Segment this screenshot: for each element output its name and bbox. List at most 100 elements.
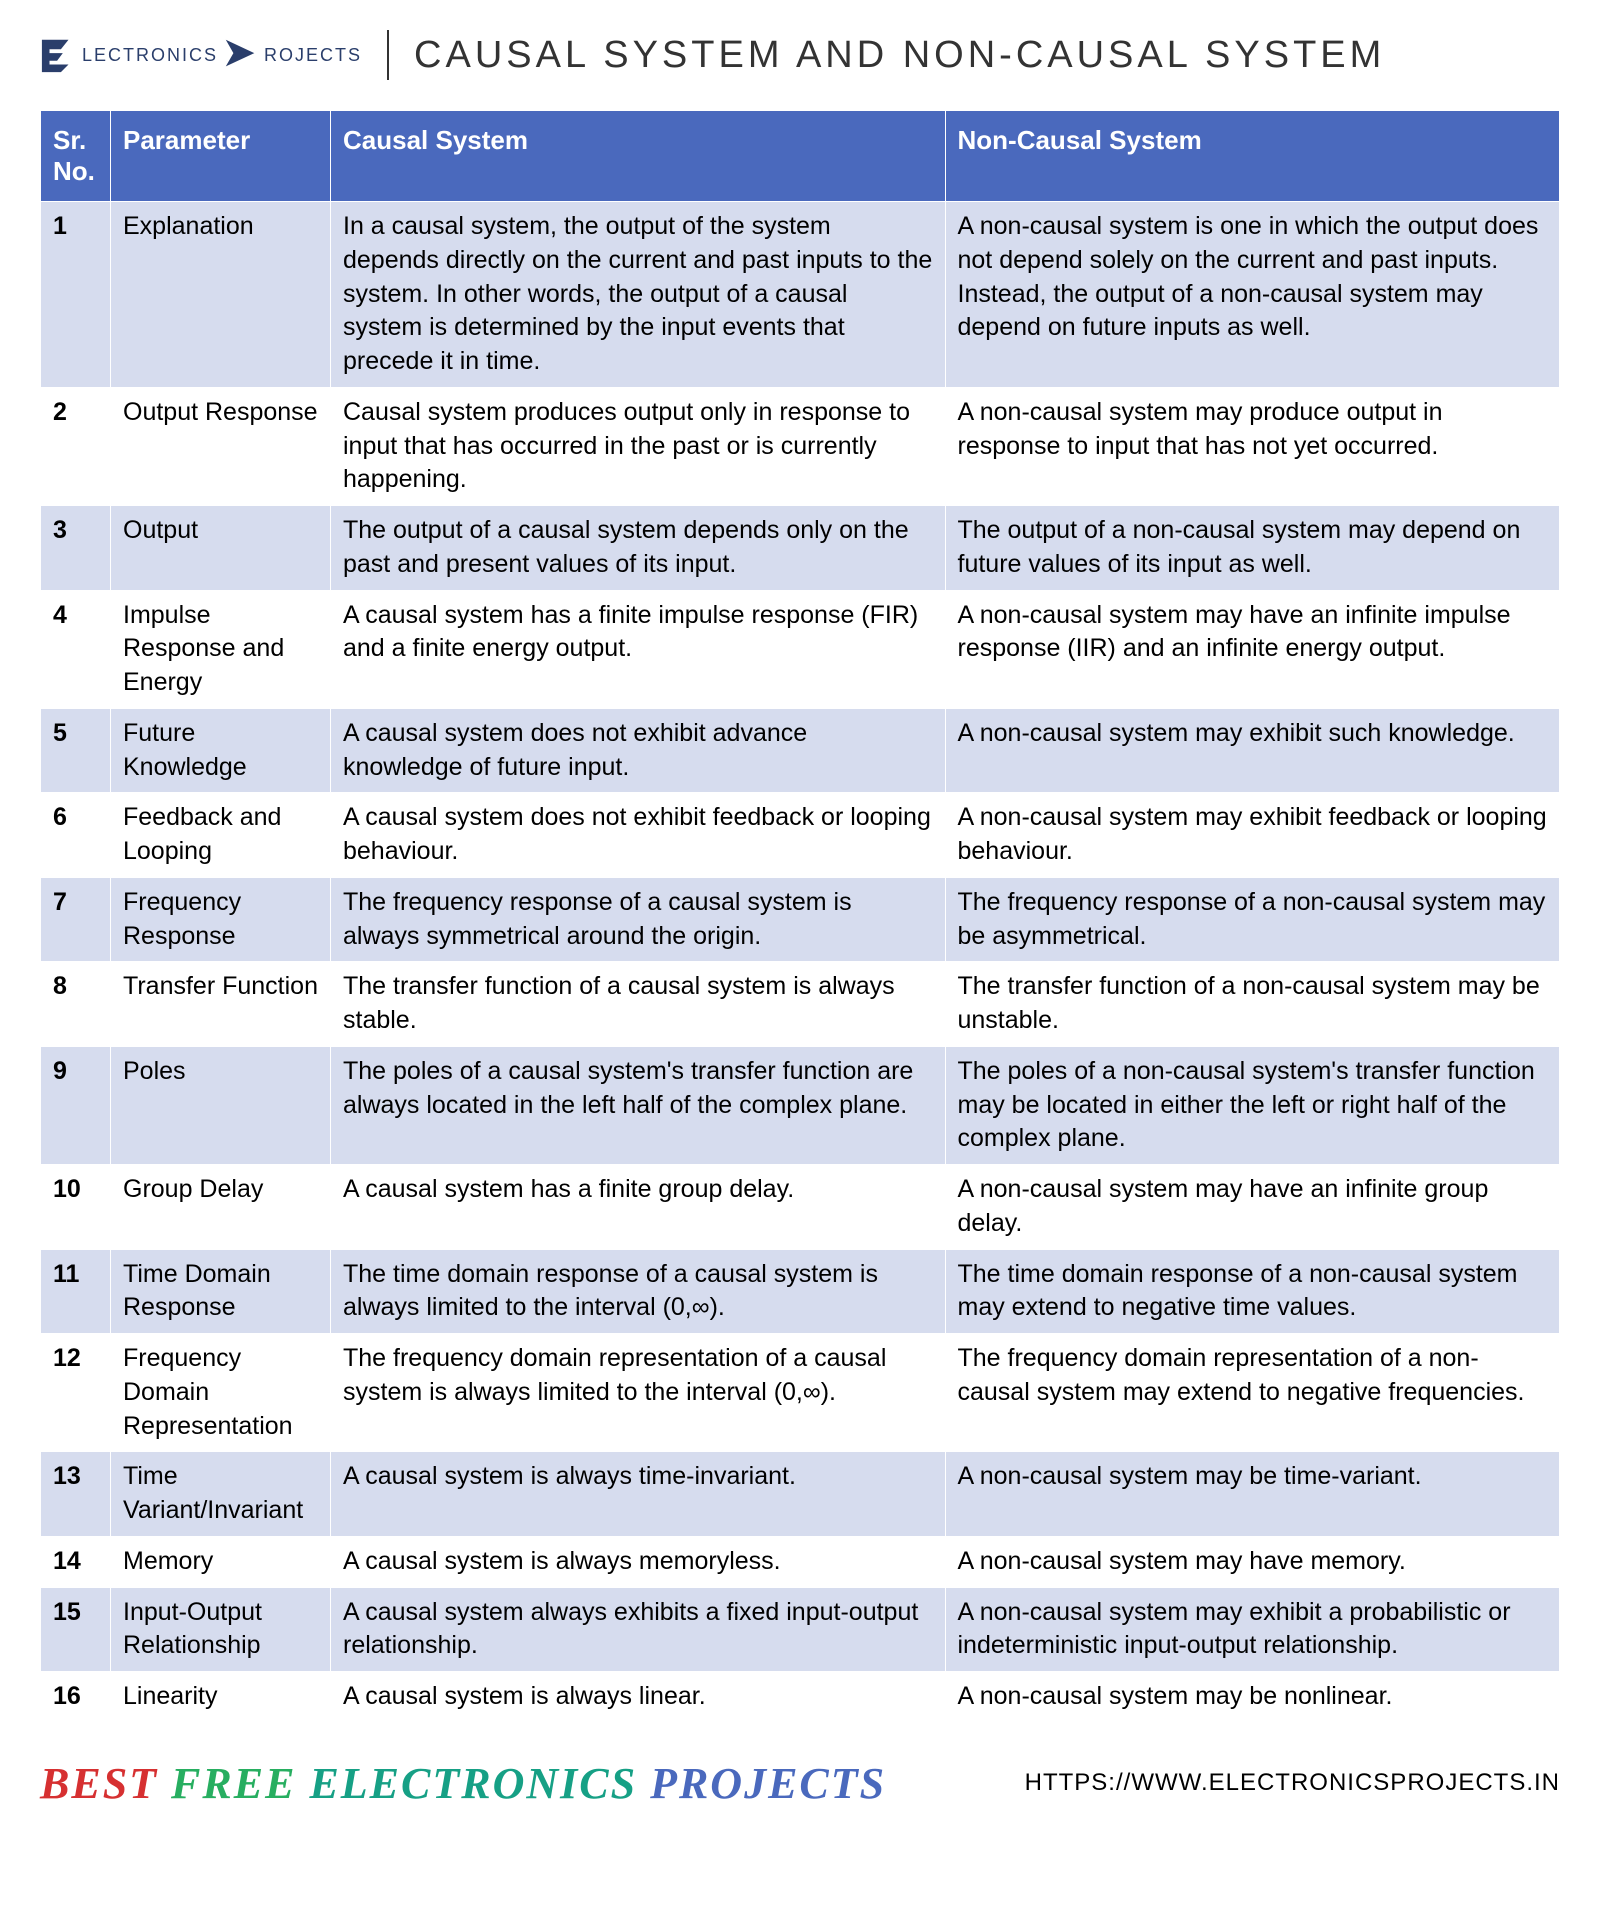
col-header-parameter: Parameter — [111, 111, 331, 202]
cell-causal: A causal system is always time-invariant… — [331, 1452, 946, 1537]
cell-parameter: Impulse Response and Energy — [111, 590, 331, 708]
cell-parameter: Linearity — [111, 1672, 331, 1723]
cell-noncausal: The poles of a non-causal system's trans… — [945, 1046, 1560, 1164]
table-row: 15Input-Output RelationshipA causal syst… — [41, 1587, 1560, 1672]
table-row: 4Impulse Response and EnergyA causal sys… — [41, 590, 1560, 708]
cell-sr: 8 — [41, 962, 111, 1047]
cell-sr: 16 — [41, 1672, 111, 1723]
cell-noncausal: The frequency response of a non-causal s… — [945, 877, 1560, 962]
table-row: 5Future KnowledgeA causal system does no… — [41, 708, 1560, 793]
tagline-word-4: PROJECTS — [650, 1759, 886, 1808]
cell-parameter: Frequency Domain Representation — [111, 1334, 331, 1452]
cell-noncausal: A non-causal system may be nonlinear. — [945, 1672, 1560, 1723]
cell-sr: 11 — [41, 1249, 111, 1334]
logo-e-icon — [40, 36, 78, 74]
cell-causal: The frequency response of a causal syste… — [331, 877, 946, 962]
cell-noncausal: A non-causal system may have an infinite… — [945, 1165, 1560, 1250]
cell-parameter: Time Domain Response — [111, 1249, 331, 1334]
table-header-row: Sr. No. Parameter Causal System Non-Caus… — [41, 111, 1560, 202]
cell-parameter: Group Delay — [111, 1165, 331, 1250]
table-row: 11Time Domain ResponseThe time domain re… — [41, 1249, 1560, 1334]
cell-noncausal: A non-causal system may be time-variant. — [945, 1452, 1560, 1537]
cell-noncausal: The time domain response of a non-causal… — [945, 1249, 1560, 1334]
page-title: CAUSAL SYSTEM AND NON-CAUSAL SYSTEM — [414, 34, 1385, 77]
cell-sr: 12 — [41, 1334, 111, 1452]
cell-parameter: Feedback and Looping — [111, 793, 331, 878]
logo-text-2: ROJECTS — [264, 45, 362, 66]
header-divider — [387, 30, 389, 80]
cell-causal: In a causal system, the output of the sy… — [331, 202, 946, 388]
logo-p-icon — [222, 36, 260, 74]
cell-sr: 3 — [41, 506, 111, 591]
cell-noncausal: A non-causal system may exhibit feedback… — [945, 793, 1560, 878]
cell-sr: 2 — [41, 387, 111, 505]
cell-parameter: Memory — [111, 1536, 331, 1587]
site-logo: LECTRONICS ROJECTS — [40, 36, 362, 74]
table-row: 12Frequency Domain RepresentationThe fre… — [41, 1334, 1560, 1452]
cell-causal: A causal system is always linear. — [331, 1672, 946, 1723]
tagline-word-3: ELECTRONICS — [309, 1759, 637, 1808]
cell-noncausal: A non-causal system may produce output i… — [945, 387, 1560, 505]
cell-noncausal: The output of a non-causal system may de… — [945, 506, 1560, 591]
cell-causal: A causal system does not exhibit advance… — [331, 708, 946, 793]
table-row: 8Transfer FunctionThe transfer function … — [41, 962, 1560, 1047]
cell-parameter: Poles — [111, 1046, 331, 1164]
cell-sr: 14 — [41, 1536, 111, 1587]
cell-sr: 15 — [41, 1587, 111, 1672]
table-row: 9PolesThe poles of a causal system's tra… — [41, 1046, 1560, 1164]
cell-parameter: Transfer Function — [111, 962, 331, 1047]
cell-causal: Causal system produces output only in re… — [331, 387, 946, 505]
cell-sr: 9 — [41, 1046, 111, 1164]
cell-noncausal: The frequency domain representation of a… — [945, 1334, 1560, 1452]
table-row: 1ExplanationIn a causal system, the outp… — [41, 202, 1560, 388]
cell-causal: The poles of a causal system's transfer … — [331, 1046, 946, 1164]
table-row: 10Group DelayA causal system has a finit… — [41, 1165, 1560, 1250]
col-header-noncausal: Non-Causal System — [945, 111, 1560, 202]
cell-noncausal: A non-causal system may exhibit a probab… — [945, 1587, 1560, 1672]
footer-tagline: BEST FREE ELECTRONICS PROJECTS — [40, 1758, 886, 1809]
cell-noncausal: A non-causal system may have an infinite… — [945, 590, 1560, 708]
table-body: 1ExplanationIn a causal system, the outp… — [41, 202, 1560, 1723]
tagline-word-2: FREE — [171, 1759, 296, 1808]
cell-causal: A causal system has a finite group delay… — [331, 1165, 946, 1250]
cell-sr: 1 — [41, 202, 111, 388]
table-row: 7Frequency ResponseThe frequency respons… — [41, 877, 1560, 962]
cell-causal: A causal system does not exhibit feedbac… — [331, 793, 946, 878]
table-row: 14MemoryA causal system is always memory… — [41, 1536, 1560, 1587]
page-footer: BEST FREE ELECTRONICS PROJECTS HTTPS://W… — [40, 1758, 1560, 1809]
cell-parameter: Input-Output Relationship — [111, 1587, 331, 1672]
cell-causal: A causal system has a finite impulse res… — [331, 590, 946, 708]
cell-noncausal: A non-causal system is one in which the … — [945, 202, 1560, 388]
cell-sr: 7 — [41, 877, 111, 962]
cell-sr: 6 — [41, 793, 111, 878]
table-row: 2Output ResponseCausal system produces o… — [41, 387, 1560, 505]
cell-sr: 5 — [41, 708, 111, 793]
page-header: LECTRONICS ROJECTS CAUSAL SYSTEM AND NON… — [40, 30, 1560, 80]
cell-causal: The time domain response of a causal sys… — [331, 1249, 946, 1334]
table-row: 3OutputThe output of a causal system dep… — [41, 506, 1560, 591]
table-row: 6Feedback and LoopingA causal system doe… — [41, 793, 1560, 878]
cell-noncausal: A non-causal system may have memory. — [945, 1536, 1560, 1587]
cell-parameter: Future Knowledge — [111, 708, 331, 793]
table-row: 13Time Variant/InvariantA causal system … — [41, 1452, 1560, 1537]
cell-causal: The frequency domain representation of a… — [331, 1334, 946, 1452]
comparison-table: Sr. No. Parameter Causal System Non-Caus… — [40, 110, 1560, 1723]
col-header-sr: Sr. No. — [41, 111, 111, 202]
cell-sr: 10 — [41, 1165, 111, 1250]
cell-causal: A causal system always exhibits a fixed … — [331, 1587, 946, 1672]
logo-text-1: LECTRONICS — [82, 45, 218, 66]
cell-parameter: Output — [111, 506, 331, 591]
footer-url: HTTPS://WWW.ELECTRONICSPROJECTS.IN — [1025, 1769, 1560, 1797]
col-header-causal: Causal System — [331, 111, 946, 202]
cell-parameter: Output Response — [111, 387, 331, 505]
cell-parameter: Frequency Response — [111, 877, 331, 962]
cell-parameter: Time Variant/Invariant — [111, 1452, 331, 1537]
table-row: 16LinearityA causal system is always lin… — [41, 1672, 1560, 1723]
cell-noncausal: A non-causal system may exhibit such kno… — [945, 708, 1560, 793]
tagline-word-1: BEST — [40, 1759, 158, 1808]
cell-causal: The transfer function of a causal system… — [331, 962, 946, 1047]
cell-sr: 13 — [41, 1452, 111, 1537]
cell-sr: 4 — [41, 590, 111, 708]
cell-causal: The output of a causal system depends on… — [331, 506, 946, 591]
cell-causal: A causal system is always memoryless. — [331, 1536, 946, 1587]
